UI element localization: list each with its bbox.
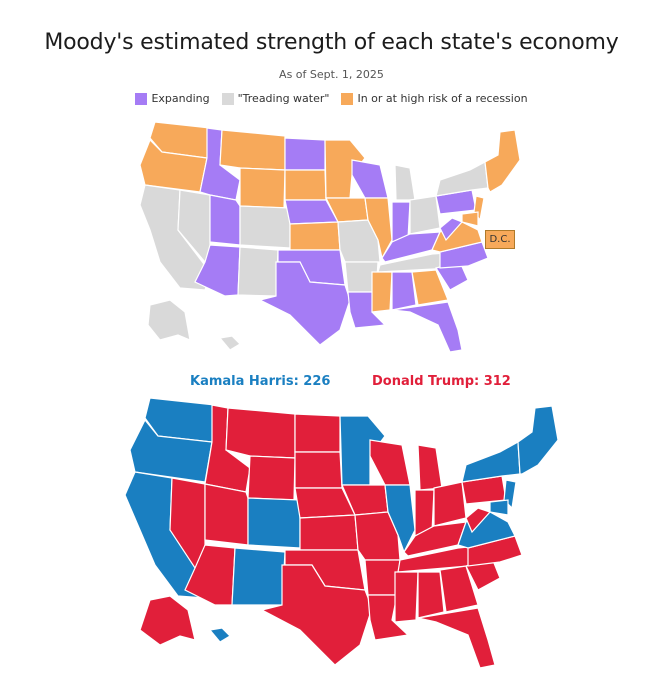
harris-label: Kamala Harris: 226: [190, 374, 331, 389]
map-title: Moody's estimated strength of each state…: [44, 30, 619, 55]
state-new-england: [517, 405, 559, 475]
legend-swatch-treading: [221, 92, 234, 105]
legend-swatch-expanding: [135, 92, 148, 105]
state-ms: [371, 271, 393, 313]
state-ga: [439, 565, 479, 613]
legend-label: Expanding: [151, 92, 210, 105]
dc-label: D.C.: [485, 230, 515, 249]
state-md: [461, 211, 479, 227]
state-nm: [231, 547, 286, 606]
state-hi: [218, 335, 241, 351]
election-states: [124, 397, 559, 669]
state-wi: [369, 439, 411, 486]
state-fl: [391, 301, 463, 353]
state-tx: [258, 261, 351, 346]
legend-swatch-recession: [341, 92, 354, 105]
state-ak: [139, 595, 196, 646]
state-va: [431, 221, 483, 253]
trump-label: Donald Trump: 312: [372, 374, 511, 389]
state-tx: [260, 564, 373, 666]
legend-item-expanding: Expanding: [135, 92, 210, 105]
state-ak: [147, 299, 191, 341]
economy-states: [139, 121, 521, 353]
state-hi: [208, 627, 231, 643]
state-ms: [394, 571, 419, 623]
legend-item-treading: "Treading water": [221, 92, 330, 105]
state-oh: [433, 481, 467, 527]
state-nd: [294, 413, 341, 453]
state-mt: [225, 407, 296, 459]
state-new-england: [484, 129, 521, 193]
state-al: [417, 571, 445, 619]
state-fl: [417, 607, 496, 669]
legend-item-recession: In or at high risk of a recession: [341, 92, 528, 105]
legend-label: "Treading water": [237, 92, 330, 105]
state-ks: [299, 514, 359, 551]
map-subtitle: As of Sept. 1, 2025: [279, 68, 384, 81]
state-md: [489, 499, 509, 516]
state-co: [247, 497, 301, 549]
state-sd: [294, 451, 343, 489]
state-ga: [411, 269, 449, 306]
legend: Expanding "Treading water" In or at high…: [0, 92, 663, 105]
state-ny: [461, 441, 521, 483]
state-mi: [417, 444, 443, 491]
state-ut: [204, 483, 249, 546]
legend-label: In or at high risk of a recession: [357, 92, 528, 105]
state-al: [391, 271, 417, 311]
state-wy: [247, 455, 296, 501]
